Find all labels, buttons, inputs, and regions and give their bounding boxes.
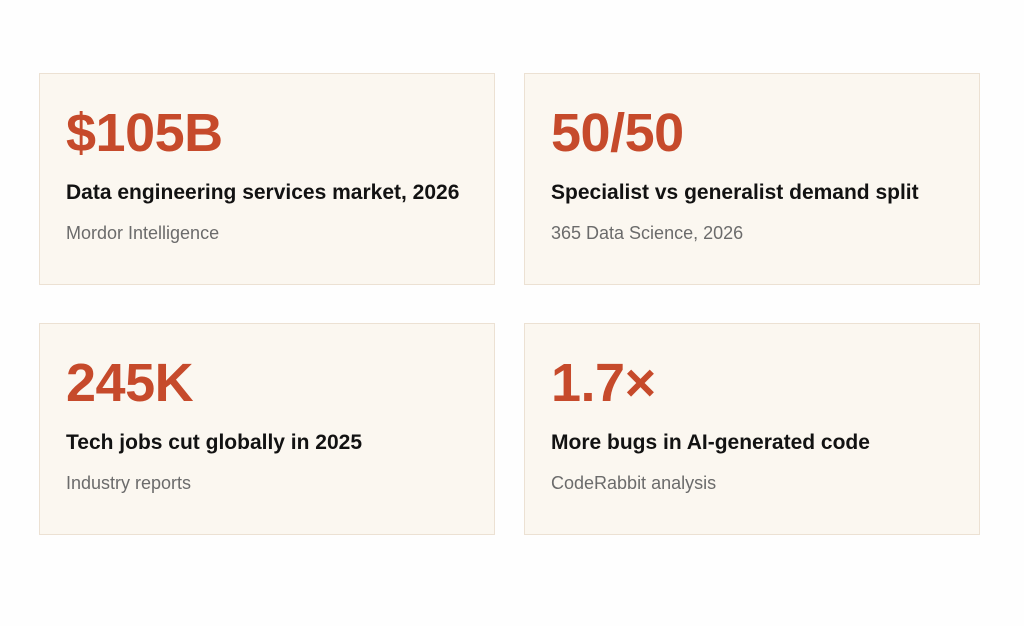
stat-source: 365 Data Science, 2026 <box>551 223 744 244</box>
stat-card-market-size: $105B Data engineering services market, … <box>39 73 495 285</box>
stat-value: $105B <box>66 103 223 163</box>
stat-card-ai-bugs: 1.7× More bugs in AI-generated code Code… <box>524 323 980 535</box>
stat-value: 50/50 <box>551 103 684 163</box>
stat-value: 1.7× <box>551 353 656 413</box>
stat-source: Mordor Intelligence <box>66 223 220 244</box>
stat-label: Tech jobs cut globally in 2025 <box>66 431 363 454</box>
stat-source: Industry reports <box>66 473 192 494</box>
stat-card-jobs-cut: 245K Tech jobs cut globally in 2025 Indu… <box>39 323 495 535</box>
stat-label: Specialist vs generalist demand split <box>551 181 919 204</box>
stat-label: More bugs in AI-generated code <box>551 431 870 454</box>
stats-grid: $105B Data engineering services market, … <box>39 73 980 535</box>
stat-card-demand-split: 50/50 Specialist vs generalist demand sp… <box>524 73 980 285</box>
stat-source: CodeRabbit analysis <box>551 473 717 494</box>
stat-label: Data engineering services market, 2026 <box>66 181 460 204</box>
stat-value: 245K <box>66 353 194 413</box>
